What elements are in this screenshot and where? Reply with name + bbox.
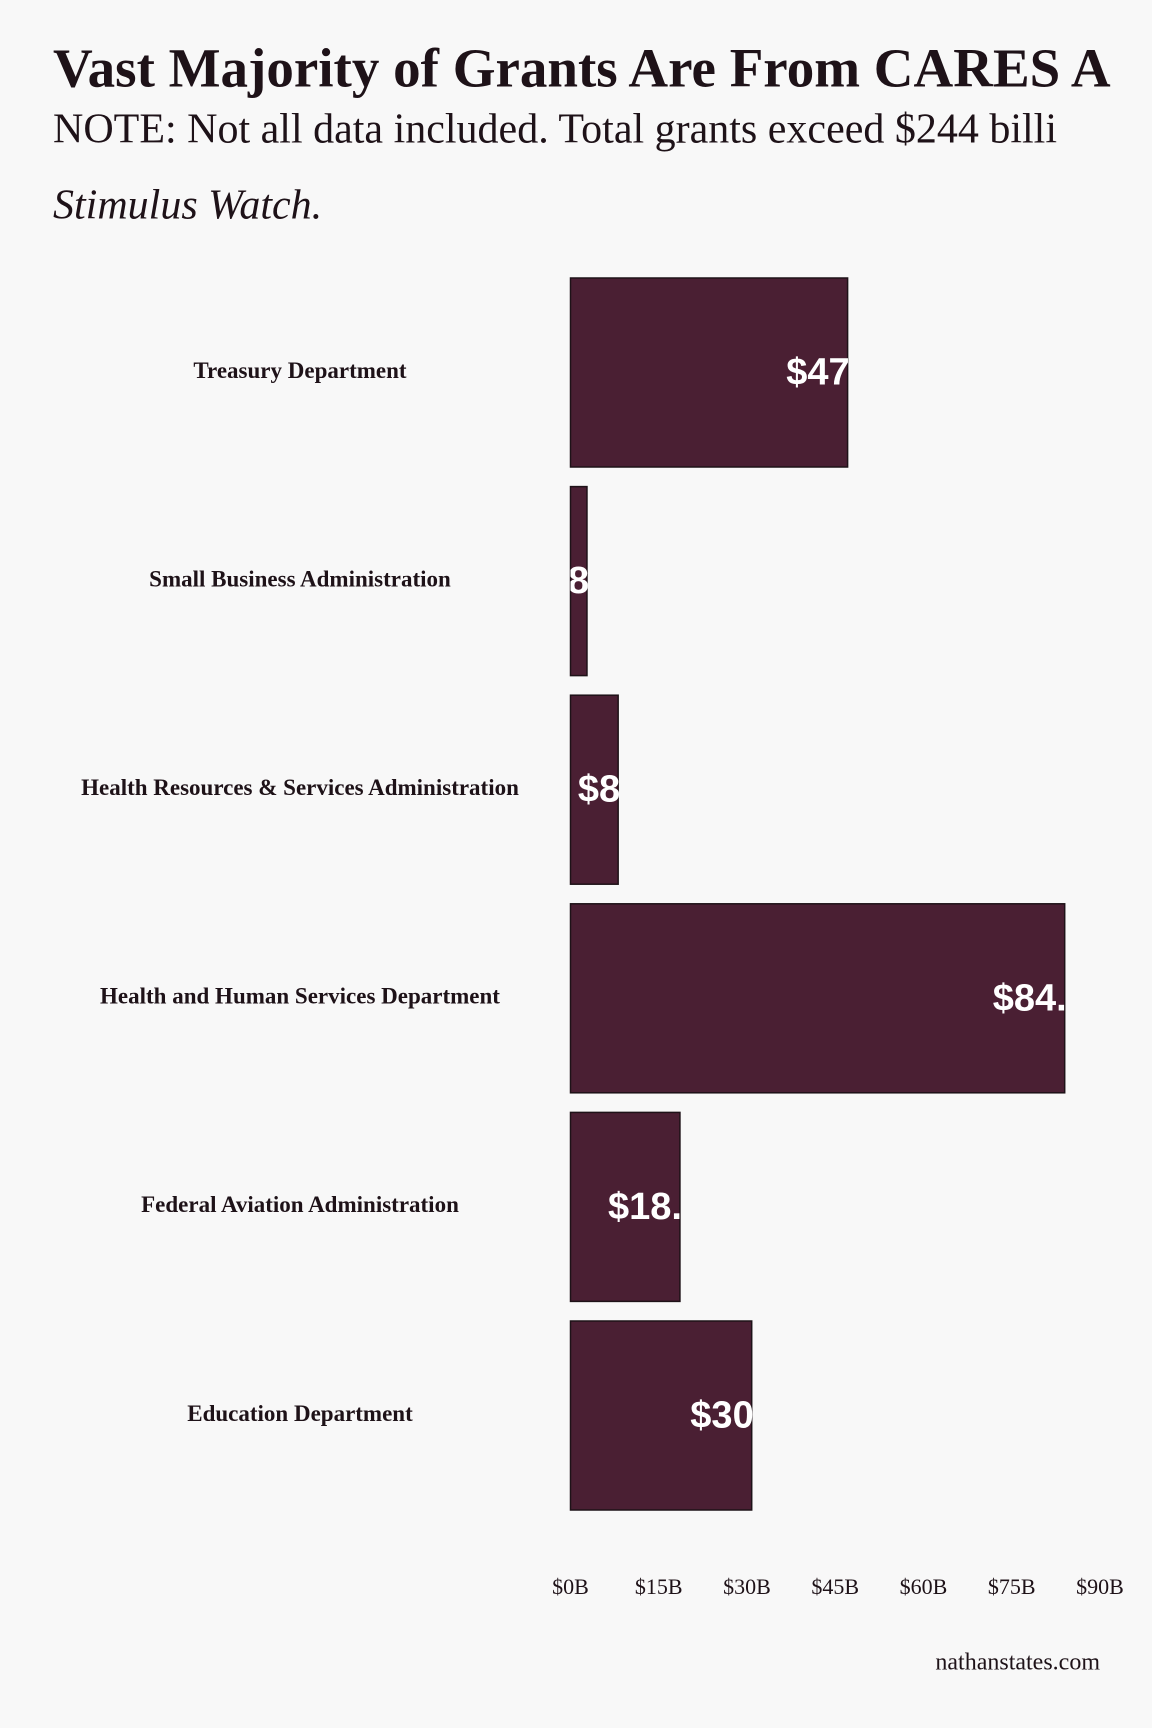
x-tick-label: $75B bbox=[988, 1574, 1036, 1599]
bar bbox=[569, 1320, 753, 1511]
bar bbox=[569, 694, 619, 885]
y-tick-label: Education Department bbox=[187, 1401, 413, 1426]
bar bbox=[569, 1111, 681, 1303]
chart-title: Vast Majority of Grants Are From CARES A bbox=[53, 38, 1111, 99]
bar bbox=[569, 277, 849, 468]
data-label: $47 bbox=[786, 352, 849, 394]
x-tick-label: $45B bbox=[811, 1574, 859, 1599]
data-label: .8 bbox=[557, 560, 589, 602]
y-tick-label: Small Business Administration bbox=[149, 566, 451, 591]
x-tick-label: $15B bbox=[635, 1574, 683, 1599]
y-tick-label: Treasury Department bbox=[193, 358, 406, 383]
source: nathanstates.com bbox=[935, 1650, 1100, 1676]
data-label: $84. bbox=[993, 977, 1067, 1019]
chart-subtitle: NOTE: Not all data included. Total grant… bbox=[53, 107, 1057, 153]
chart-note: Stimulus Watch. bbox=[53, 183, 322, 229]
y-tick-label: Federal Aviation Administration bbox=[141, 1192, 459, 1217]
x-tick-label: $90B bbox=[1076, 1574, 1124, 1599]
data-label: $8 bbox=[578, 769, 620, 811]
y-tick-label: Health Resources & Services Administrati… bbox=[81, 775, 519, 800]
x-tick-label: $30B bbox=[723, 1574, 771, 1599]
y-tick-label: Health and Human Services Department bbox=[100, 984, 500, 1009]
data-label: $30 bbox=[690, 1395, 753, 1437]
bar bbox=[569, 903, 1066, 1094]
data-label: $18. bbox=[608, 1186, 682, 1228]
x-tick-label: $60B bbox=[900, 1574, 948, 1599]
x-tick-label: $0B bbox=[552, 1574, 589, 1599]
bar bbox=[569, 485, 588, 677]
